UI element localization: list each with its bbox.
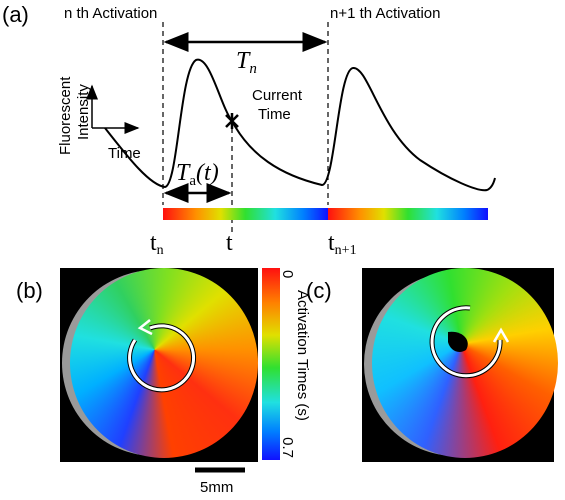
elapsed-label: Ta(t): [176, 160, 219, 189]
core: [448, 332, 468, 352]
x-axis-label: Time: [108, 145, 141, 162]
current-time-marker: [226, 113, 238, 129]
y-axis-label: Fluorescent: [57, 76, 74, 155]
period-label: Tn: [236, 48, 257, 77]
time-colorbar: [163, 208, 328, 220]
annotation: Current: [252, 87, 303, 104]
activation-label: n th Activation: [64, 5, 157, 22]
annotation: Time: [258, 106, 291, 123]
rotation-arrow-c: [432, 308, 508, 376]
time-mark: t: [226, 230, 233, 256]
panel-label: (a): [2, 2, 29, 27]
figure: (a) n th Activation n+1 th Activation Tn…: [0, 0, 565, 500]
colorbar-tick-label: 0.7: [279, 437, 296, 458]
time-mark: tn: [150, 230, 164, 258]
rotation-arrow-b: [130, 320, 194, 390]
colorbar-tick-label: 0: [279, 270, 296, 278]
overlay: (a) n th Activation n+1 th Activation Tn…: [0, 0, 565, 500]
panel-label: (b): [16, 278, 43, 303]
activation-label: n+1 th Activation: [330, 5, 441, 22]
scale-bar-label: 5mm: [200, 479, 233, 496]
colorbar-title: Activation Times (s): [294, 290, 311, 421]
y-axis-label: Intensity: [75, 84, 92, 140]
time-mark: tn+1: [328, 230, 357, 258]
time-colorbar: [328, 208, 488, 220]
